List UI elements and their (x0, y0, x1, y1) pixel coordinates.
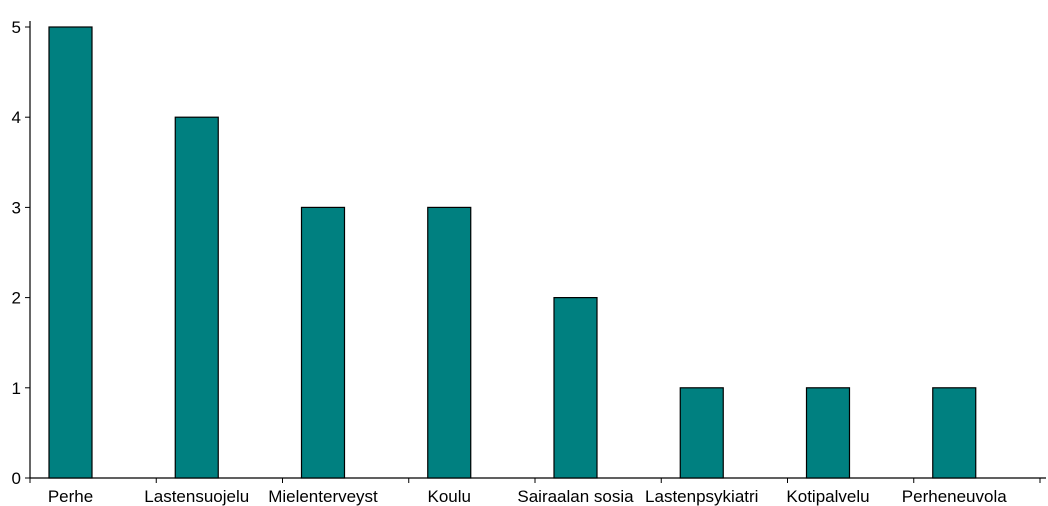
x-tick-label: Lastenpsykiatri (645, 487, 758, 506)
x-tick-label: Perheneuvola (902, 487, 1007, 506)
bar-lastenpsykiatri (679, 387, 724, 479)
bars (48, 26, 977, 479)
y-tick-label: 1 (12, 379, 21, 398)
y-tick-label: 3 (12, 198, 21, 217)
y-axis: 0 1 2 3 4 5 (12, 18, 31, 488)
x-tick-label: Sairaalan sosia (517, 487, 634, 506)
bar-kotipalvelu (805, 387, 851, 479)
y-tick-label: 4 (12, 108, 21, 127)
x-tick-label: Lastensuojelu (144, 487, 249, 506)
y-tick-label: 0 (12, 469, 21, 488)
x-tick-label: Mielenterveyst (268, 487, 378, 506)
bar-sairaalan-sosia (553, 297, 598, 479)
x-tick-label: Perhe (48, 487, 93, 506)
bar-koulu (427, 206, 472, 479)
bar-perheneuvola (932, 387, 977, 479)
x-tick-label: Koulu (428, 487, 471, 506)
bar-perhe (48, 26, 93, 479)
y-tick-label: 2 (12, 289, 21, 308)
x-tick-label: Kotipalvelu (786, 487, 869, 506)
x-axis: Perhe Lastensuojelu Mielenterveyst Koulu Sai… (29, 477, 1046, 506)
bar-mielenterveyst (300, 206, 346, 479)
y-tick-label: 5 (12, 18, 21, 37)
bar-lastensuojelu (174, 116, 219, 479)
